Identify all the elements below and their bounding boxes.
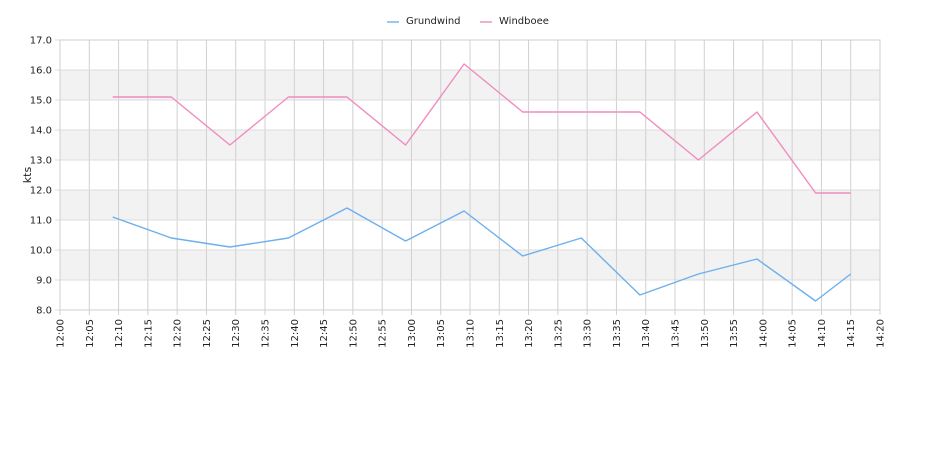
y-axis-tick-labels: 8.0 9.0 10.0 11.0 12.0 13.0 14.0 15.0 16.0 17.0 bbox=[30, 36, 52, 317]
x-tick-label: 12:15 bbox=[143, 319, 154, 348]
y-tick-label: 11.0 bbox=[30, 216, 52, 227]
series-line-windboee bbox=[112, 63, 851, 194]
y-tick-label: 13.0 bbox=[30, 156, 52, 167]
x-tick-label: 12:05 bbox=[85, 319, 96, 348]
x-tick-label: 14:20 bbox=[876, 319, 887, 348]
series-line-grundwind bbox=[112, 207, 852, 302]
x-axis-tick-labels: 12:00 12:05 12:10 12:15 12:20 12:25 12:30 12:35… bbox=[56, 319, 887, 348]
plot-area bbox=[59, 39, 881, 311]
x-tick-label: 13:35 bbox=[612, 319, 623, 348]
x-tick-label: 12:00 bbox=[56, 319, 67, 348]
y-tick-label: 17.0 bbox=[30, 36, 52, 47]
x-tick-label: 12:40 bbox=[290, 319, 301, 348]
y-tick-label: 12.0 bbox=[30, 186, 52, 197]
legend-label: Windboee bbox=[499, 16, 549, 27]
x-tick-label: 12:55 bbox=[378, 319, 389, 348]
x-tick-label: 13:50 bbox=[700, 319, 711, 348]
y-tick-label: 10.0 bbox=[30, 246, 52, 257]
x-tick-label: 13:55 bbox=[729, 319, 740, 348]
x-tick-label: 12:50 bbox=[348, 319, 359, 348]
y-tick-label: 14.0 bbox=[30, 126, 52, 137]
x-tick-label: 13:40 bbox=[641, 319, 652, 348]
x-tick-label: 12:10 bbox=[114, 319, 125, 348]
x-tick-label: 14:15 bbox=[846, 319, 857, 348]
x-tick-label: 12:25 bbox=[202, 319, 213, 348]
x-tick-label: 13:15 bbox=[495, 319, 506, 348]
x-tick-label: 12:35 bbox=[261, 319, 272, 348]
y-tick-label: 15.0 bbox=[30, 96, 52, 107]
legend[interactable]: Grundwind Windboee bbox=[387, 16, 549, 27]
x-tick-label: 13:45 bbox=[671, 319, 682, 348]
x-tick-label: 12:20 bbox=[173, 319, 184, 348]
series-lines bbox=[112, 63, 852, 302]
legend-label: Grundwind bbox=[406, 16, 461, 27]
y-tick-label: 8.0 bbox=[36, 306, 52, 317]
legend-item-grundwind[interactable]: Grundwind bbox=[387, 16, 461, 27]
x-tick-label: 14:10 bbox=[817, 319, 828, 348]
y-tick-label: 16.0 bbox=[30, 66, 52, 77]
x-tick-label: 13:20 bbox=[524, 319, 535, 348]
x-tick-label: 12:30 bbox=[231, 319, 242, 348]
legend-item-windboee[interactable]: Windboee bbox=[480, 16, 549, 27]
y-axis-label: kts bbox=[21, 167, 34, 184]
y-tick-label: 9.0 bbox=[36, 276, 52, 287]
x-tick-label: 14:00 bbox=[758, 319, 769, 348]
x-tick-label: 13:30 bbox=[583, 319, 594, 348]
x-tick-label: 13:25 bbox=[553, 319, 564, 348]
x-tick-label: 13:05 bbox=[436, 319, 447, 348]
x-tick-label: 14:05 bbox=[788, 319, 799, 348]
x-tick-label: 13:00 bbox=[407, 319, 418, 348]
x-tick-label: 12:45 bbox=[319, 319, 330, 348]
x-tick-label: 13:10 bbox=[466, 319, 477, 348]
